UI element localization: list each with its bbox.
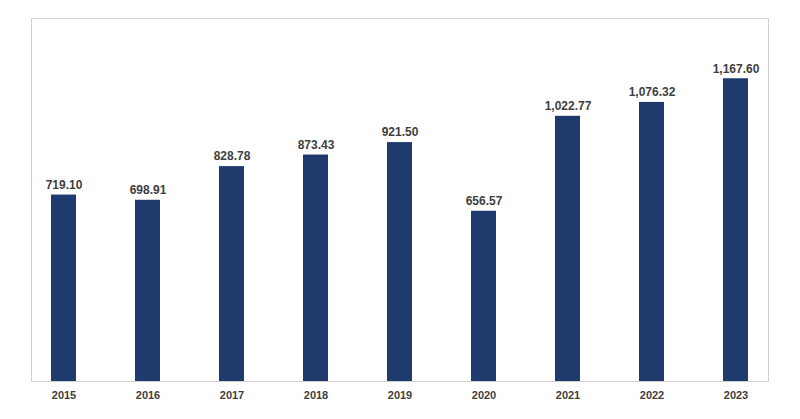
- svg-text:1,167.60: 1,167.60: [713, 62, 760, 76]
- svg-text:828.78: 828.78: [214, 149, 251, 163]
- svg-text:873.43: 873.43: [298, 138, 335, 152]
- svg-text:2017: 2017: [220, 389, 244, 401]
- svg-text:921.50: 921.50: [382, 125, 419, 139]
- svg-text:2016: 2016: [136, 389, 160, 401]
- svg-text:1,076.32: 1,076.32: [629, 85, 676, 99]
- svg-text:2018: 2018: [304, 389, 328, 401]
- svg-text:2019: 2019: [388, 389, 412, 401]
- svg-text:2015: 2015: [52, 389, 76, 401]
- svg-text:2022: 2022: [640, 389, 664, 401]
- svg-text:1,022.77: 1,022.77: [545, 99, 592, 113]
- svg-text:719.10: 719.10: [46, 178, 83, 192]
- svg-text:2021: 2021: [556, 389, 580, 401]
- svg-text:698.91: 698.91: [130, 183, 167, 197]
- svg-text:2020: 2020: [472, 389, 496, 401]
- svg-text:2023: 2023: [724, 389, 748, 401]
- svg-text:656.57: 656.57: [466, 194, 503, 208]
